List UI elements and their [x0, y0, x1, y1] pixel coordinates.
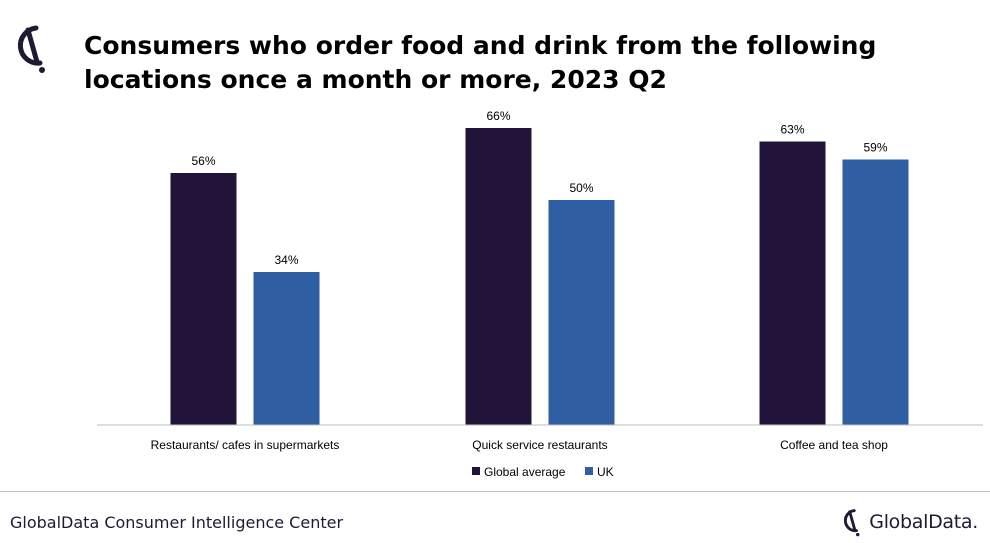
chart-title: Consumers who order food and drink from … [84, 31, 877, 94]
data-label-global-average-1: 56% [191, 154, 215, 168]
legend-label-uk: UK [597, 465, 614, 479]
bar-global-average-2 [465, 128, 532, 425]
bars-layer [170, 128, 909, 425]
bar-uk-3 [842, 159, 909, 425]
data-label-uk-2: 50% [569, 181, 593, 195]
bar-global-average-3 [759, 141, 826, 425]
data-label-global-average-3: 63% [780, 123, 804, 137]
bar-global-average-1 [170, 173, 237, 425]
footer-brand: GlobalData. [839, 506, 978, 538]
bar-uk-1 [253, 272, 320, 425]
legend: Global average UK [472, 465, 614, 479]
data-label-global-average-2: 66% [486, 109, 510, 123]
globaldata-logo-icon [17, 25, 45, 73]
footer-source: GlobalData Consumer Intelligence Center [10, 513, 344, 532]
footer-brand-name: GlobalData. [869, 511, 978, 533]
data-label-uk-3: 59% [863, 141, 887, 155]
data-label-uk-1: 34% [274, 253, 298, 267]
category-label-1: Restaurants/ cafes in supermarkets [151, 438, 340, 452]
legend-swatch-global-average [472, 467, 480, 475]
globaldata-brand-icon [844, 509, 860, 537]
labels-layer: 56% 34% Restaurants/ cafes in supermarkets… [151, 109, 889, 452]
bar-uk-2 [548, 200, 615, 425]
category-label-2: Quick service restaurants [472, 438, 607, 452]
footer-divider [0, 491, 990, 492]
category-label-3: Coffee and tea shop [780, 438, 888, 452]
legend-label-global-average: Global average [484, 465, 566, 479]
legend-swatch-uk [585, 467, 593, 475]
